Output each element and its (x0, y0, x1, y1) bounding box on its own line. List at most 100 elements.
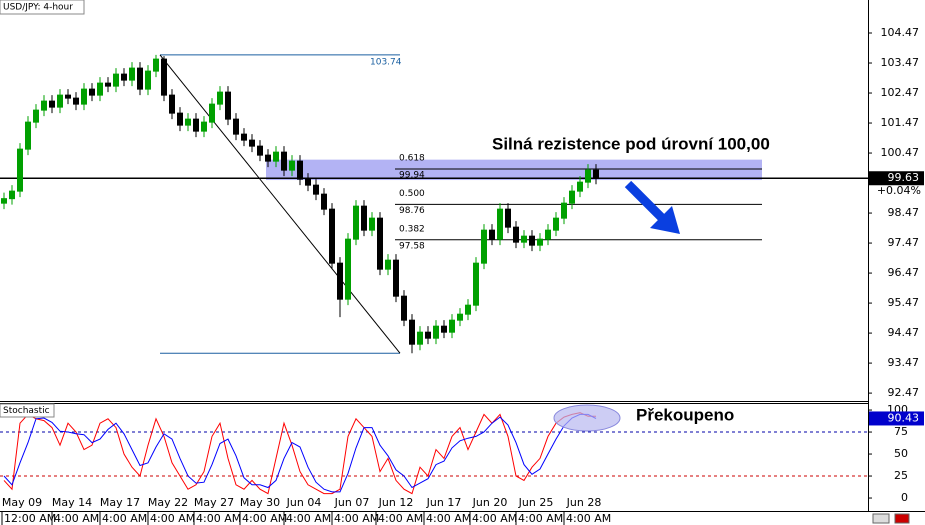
candle-body (409, 319, 415, 345)
y-tick-label: 94.47 (888, 326, 920, 339)
stoch-y-tick-label: 25 (894, 469, 908, 482)
candle-body (113, 73, 119, 87)
stoch-y-tick-label: 75 (894, 425, 908, 438)
x-tick-time: 4:00 AM (426, 512, 471, 525)
fib-ratio-label: 0.382 (399, 224, 425, 234)
candle-body (425, 331, 431, 339)
candle-body (449, 319, 455, 333)
x-tick-time: 12:00 AM (4, 512, 56, 525)
scroll-button[interactable] (872, 513, 890, 524)
price-box (869, 171, 924, 186)
candle-body (489, 229, 495, 240)
candle-body (233, 118, 239, 135)
x-tick-label: Jun 12 (378, 496, 414, 509)
candle-body (337, 262, 343, 300)
candle-body (377, 217, 383, 270)
candle-body (529, 235, 535, 246)
candle-body (185, 118, 191, 126)
x-tick-label: Jun 20 (472, 496, 508, 509)
chart-title: USD/JPY: 4-hour (3, 3, 73, 13)
candle-body (201, 121, 207, 132)
x-tick-time: 4:00 AM (54, 512, 99, 525)
x-tick-time: 4:00 AM (242, 512, 287, 525)
close-button[interactable] (894, 513, 910, 524)
x-tick-time: 4:00 AM (518, 512, 563, 525)
candle-body (593, 169, 599, 179)
y-tick-label: 96.47 (888, 266, 920, 279)
y-tick-label: 103.47 (881, 56, 920, 69)
zone-layer (266, 159, 762, 181)
candle-body (537, 238, 543, 246)
title-box (0, 0, 85, 15)
y-tick-label: 102.47 (881, 86, 920, 99)
overbought-highlight (553, 404, 621, 432)
fib-ratio-label: 0.500 (399, 189, 425, 199)
x-tick-label: Jun 28 (566, 496, 602, 509)
candle-body (433, 325, 439, 339)
overbought-note: Překoupeno (636, 405, 734, 424)
resistance-note: Silná rezistence pod úrovní 100,00 (492, 134, 770, 153)
candle-body (473, 262, 479, 306)
candle-body (89, 88, 95, 96)
y-tick-label: 93.47 (888, 356, 920, 369)
candle-body (497, 208, 503, 240)
stochastic-title-box (0, 403, 55, 418)
axis-layer: 104.47 103.47 102.47 101.47 100.47 98.47 97.47… (1, 26, 924, 525)
candle-body (545, 229, 551, 240)
candle-body (417, 331, 423, 345)
y-tick-label: 100.47 (881, 146, 920, 159)
candle-body (273, 151, 279, 162)
price-layer: 103.74 0.618 99.94 0.500 98.76 0.382 97.58 (0, 54, 868, 354)
candle-body (9, 190, 15, 200)
candle-body (313, 184, 319, 195)
candle-body (153, 58, 159, 72)
x-tick-label: Jun 17 (426, 496, 462, 509)
x-tick-time: 4:00 AM (334, 512, 379, 525)
candle-body (369, 217, 375, 231)
price-change: +0.04% (877, 184, 921, 197)
candle-body (329, 208, 335, 264)
candle-body (585, 169, 591, 183)
candle-body (505, 208, 511, 228)
x-tick-label: Jun 04 (286, 496, 322, 509)
candle-body (553, 217, 559, 231)
x-tick-label: Jun 25 (518, 496, 554, 509)
candle-body (457, 313, 463, 321)
stochastic-layer (0, 412, 868, 495)
x-tick-time: 4:00 AM (102, 512, 147, 525)
y-tick-label: 101.47 (881, 116, 920, 129)
fib-value-label: 99.94 (399, 170, 425, 180)
candle-body (97, 82, 103, 96)
stoch-line (3, 413, 597, 493)
fib-value-label: 98.76 (399, 206, 425, 216)
candle-body (321, 193, 327, 210)
candle-body (513, 226, 519, 243)
candle-body (257, 145, 263, 156)
x-tick-label: May 14 (52, 496, 92, 509)
candle-body (193, 118, 199, 132)
x-tick-label: May 17 (100, 496, 140, 509)
candle-body (345, 238, 351, 300)
candle-body (441, 325, 447, 333)
arrow (624, 180, 680, 234)
candle-body (353, 205, 359, 240)
candle-body (41, 100, 47, 111)
x-tick-time: 4:00 AM (196, 512, 241, 525)
candle-body (25, 121, 31, 150)
fib-trend-line (159, 54, 401, 354)
y-tick-label: 104.47 (881, 26, 920, 39)
arrow-head (650, 206, 680, 234)
x-tick-time: 4:00 AM (286, 512, 331, 525)
candle-body (105, 82, 111, 87)
candle-body (577, 181, 583, 192)
candle-body (265, 154, 271, 162)
candle-body (73, 97, 79, 105)
y-tick-label: 97.47 (888, 236, 920, 249)
resistance-zone (266, 159, 762, 181)
stoch-value-label: 90.43 (888, 411, 920, 424)
stoch-y-tick-label: 50 (894, 447, 908, 460)
x-tick-time: 4:00 AM (472, 512, 517, 525)
